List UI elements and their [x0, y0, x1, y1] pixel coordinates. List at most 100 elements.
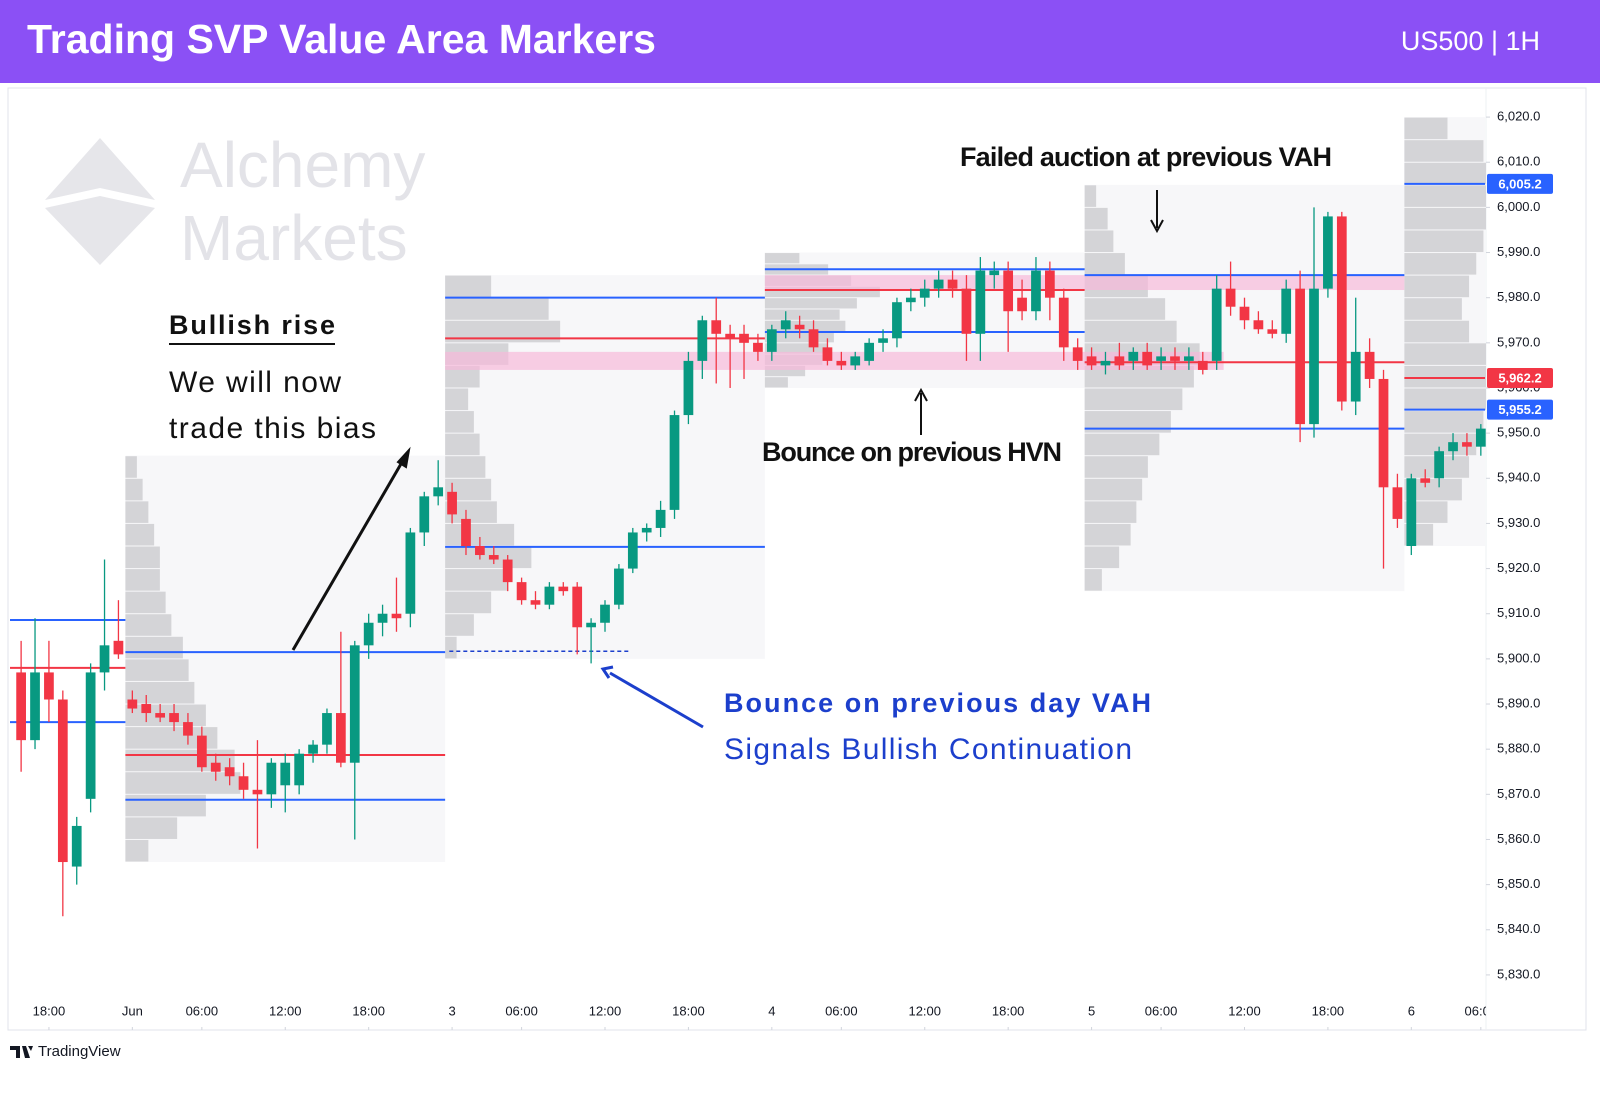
- profile-bar: [445, 365, 480, 388]
- candle-body: [1197, 360, 1208, 370]
- candle-body: [99, 645, 110, 673]
- arrow-head: [600, 665, 614, 679]
- candle-body: [475, 546, 485, 556]
- y-tick-label: 5,870.0: [1497, 786, 1540, 801]
- footer-logo: TradingView: [10, 1043, 121, 1060]
- x-tick-label: 18:00: [992, 1003, 1025, 1018]
- annotation: Bounce on previous HVN: [762, 437, 1062, 467]
- profile-bar: [445, 591, 492, 614]
- watermark-text: Alchemy: [180, 129, 425, 201]
- candle-body: [433, 487, 444, 497]
- candle-body: [1128, 351, 1139, 361]
- profile-bar: [1404, 388, 1486, 411]
- profile-bar: [1404, 478, 1462, 501]
- arrow-head: [914, 387, 928, 402]
- candle-body: [1253, 320, 1264, 330]
- profile-bar: [125, 659, 189, 681]
- profile-bar: [125, 681, 195, 704]
- profile-bar: [764, 365, 806, 377]
- y-tick-label: 5,850.0: [1497, 876, 1540, 891]
- candle-body: [794, 324, 805, 330]
- candle-body: [447, 491, 457, 515]
- profile-bar: [1404, 275, 1470, 298]
- zone: [764, 275, 1405, 291]
- candle-body: [1448, 442, 1458, 452]
- profile-bar: [764, 343, 829, 354]
- tv-logo: [10, 1046, 33, 1058]
- candle-body: [1100, 360, 1111, 366]
- candle-body: [725, 333, 735, 339]
- x-tick-label: 06:00: [505, 1003, 538, 1018]
- profile-bar: [1404, 162, 1486, 185]
- y-tick-label: 6,000.0: [1497, 199, 1540, 214]
- price-tag-label: 5,955.2: [1498, 402, 1541, 417]
- candle-body: [753, 342, 763, 352]
- candle-body: [405, 532, 416, 614]
- profile-bar: [125, 727, 218, 749]
- x-axis: 18:00 Jun 06:00 12:00 18:00 3 06:00 12:00 18:00 4…: [33, 1003, 1486, 1030]
- candle-body: [766, 329, 777, 352]
- profile-bar: [1404, 253, 1477, 275]
- x-tick-label: 18:00: [672, 1003, 705, 1018]
- candle-body: [1378, 378, 1389, 488]
- profile-bar: [1084, 298, 1166, 320]
- candle-body: [461, 518, 471, 547]
- candle-body: [1072, 347, 1083, 361]
- y-tick-label: 5,930.0: [1497, 515, 1540, 530]
- x-tick-label: 18:00: [33, 1003, 66, 1018]
- profile-bar: [445, 275, 492, 298]
- profile-bar: [1084, 388, 1183, 411]
- profile-bar: [125, 501, 149, 523]
- candle-body: [141, 704, 152, 714]
- profile-bar: [1084, 569, 1102, 591]
- candle-body: [169, 713, 179, 723]
- candle-body: [16, 672, 26, 741]
- profile-bar: [445, 456, 486, 478]
- profile-bar: [445, 614, 474, 636]
- y-tick-label: 5,840.0: [1497, 921, 1540, 936]
- y-tick-label: 5,860.0: [1497, 831, 1540, 846]
- profile-bar: [125, 591, 166, 614]
- profile-bar: [125, 794, 206, 817]
- candle-body: [1281, 288, 1292, 334]
- candle-body: [419, 496, 430, 533]
- candle-body: [1031, 270, 1041, 312]
- candle-body: [544, 586, 555, 605]
- candle-body: [850, 356, 861, 366]
- profile-bar: [445, 636, 457, 659]
- annotation: Failed auction at previous VAH: [960, 142, 1332, 172]
- candle-body: [1336, 216, 1347, 402]
- annotation: We will now: [169, 366, 341, 399]
- profile-bar: [1084, 433, 1160, 456]
- profile-bar: [445, 433, 480, 456]
- profile-bar: [445, 501, 497, 523]
- x-tick-label: 06:00: [825, 1003, 858, 1018]
- arrow-head: [396, 446, 411, 469]
- price-tag: [1487, 399, 1553, 420]
- watermark-logo-top: [45, 138, 155, 200]
- profile-bar: [764, 286, 880, 298]
- candle-body: [780, 320, 791, 330]
- candle-body: [739, 333, 749, 343]
- profile-bar: [1404, 207, 1486, 230]
- y-tick-label: 5,900.0: [1497, 650, 1540, 665]
- candle-body: [224, 767, 235, 777]
- candle-body: [1156, 356, 1166, 361]
- candle-body: [558, 586, 569, 592]
- profile-bar: [125, 546, 160, 569]
- candle-body: [1239, 306, 1250, 321]
- candle-body: [600, 604, 610, 623]
- candle-body: [989, 270, 1000, 276]
- candle-body: [516, 582, 527, 601]
- arrow: [609, 671, 704, 729]
- profile-bar: [1404, 343, 1486, 365]
- candle-body: [586, 622, 596, 628]
- profile-bar: [764, 309, 840, 320]
- profile-bar: [1404, 433, 1477, 456]
- profile-bar: [1084, 185, 1097, 207]
- y-tick-label: 5,970.0: [1497, 334, 1540, 349]
- annotation: Signals Bullish Continuation: [724, 733, 1132, 766]
- profile-bar: [1404, 365, 1486, 388]
- profile-bar: [125, 772, 241, 794]
- candle-body: [1295, 288, 1305, 425]
